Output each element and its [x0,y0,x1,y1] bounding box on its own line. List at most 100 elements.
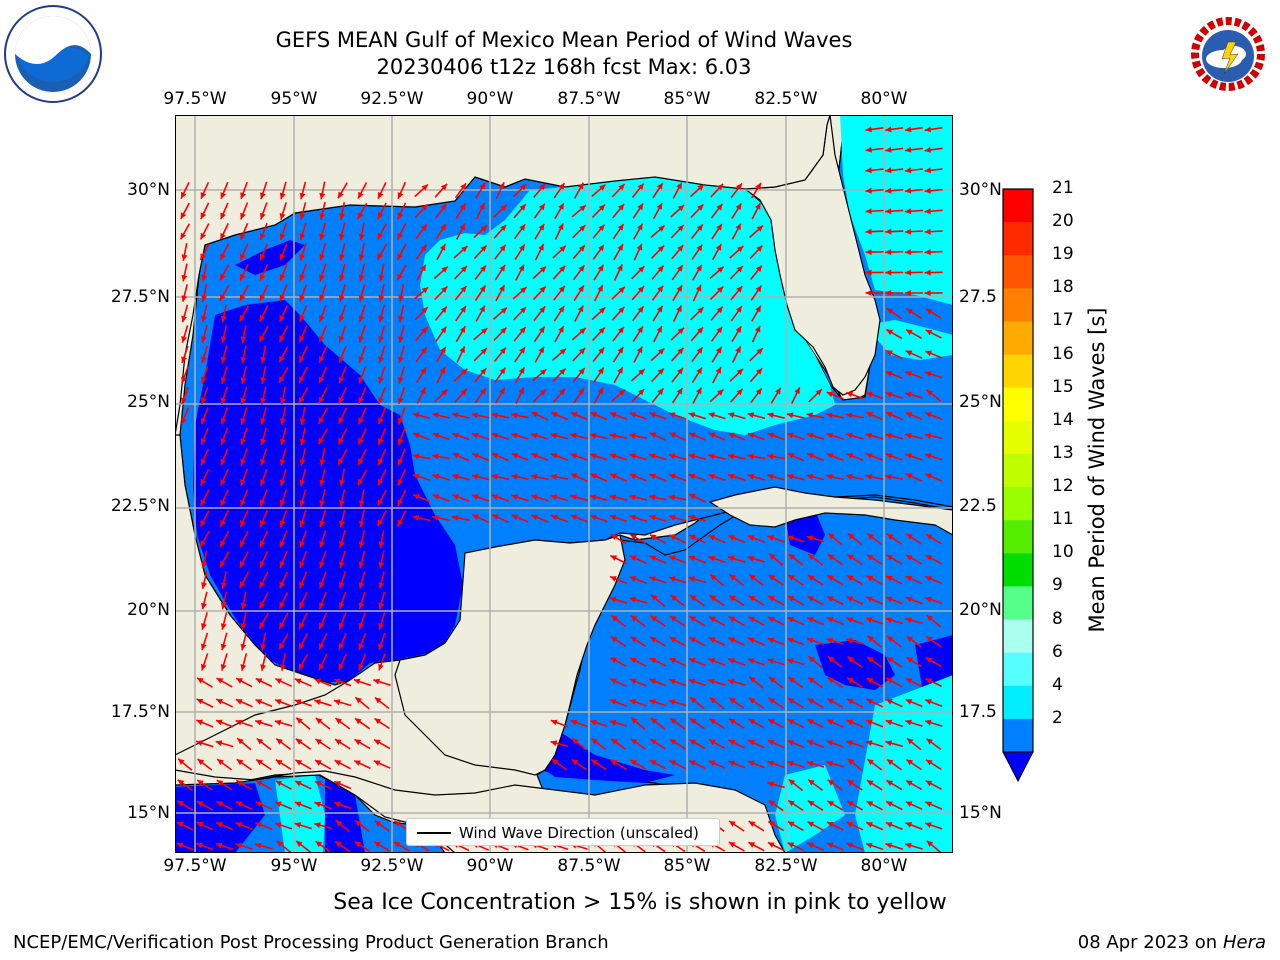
wind-wave-arrowhead [688,576,696,583]
wind-wave-arrowhead [756,368,763,375]
wind-wave-arrowhead [669,658,676,664]
wind-wave-arrowhead [827,822,834,828]
colorbar-tick-label: 17 [1052,310,1074,331]
wind-wave-arrowhead [334,678,341,685]
wind-wave-arrowhead [338,541,345,548]
wind-wave-arrowhead [709,595,717,602]
wind-wave-arrowhead [358,315,365,323]
wind-wave-arrowhead [906,308,913,315]
wind-wave-arrowhead [216,699,223,705]
wind-wave-arrowhead [650,718,658,725]
wind-wave-arrowhead [669,739,677,745]
wind-wave-arrowhead [827,575,834,582]
wind-wave-arrowhead [452,515,459,521]
wind-wave-arrowhead [925,576,932,582]
wind-wave-arrowhead [240,664,247,671]
wind-wave-arrowhead [617,326,624,334]
wind-wave-arrowhead [906,329,913,336]
colorbar-cell [1003,387,1033,422]
wind-wave-arrowhead [807,453,814,459]
wind-wave-arrowhead [826,412,833,419]
wind-wave-arrowhead [906,759,914,766]
wind-wave-arrowhead [358,582,365,589]
wind-wave-arrowhead [769,553,776,560]
wind-wave-arrowhead [827,800,835,807]
wind-wave-arrowhead [181,336,187,343]
wind-wave-arrowhead [177,800,184,807]
wind-wave-arrowhead [905,146,912,153]
wind-wave-arrowhead [200,438,207,445]
wind-wave-arrowhead [717,266,724,273]
wind-wave-arrowhead [617,346,624,354]
graticule [175,115,953,853]
wind-wave-arrowhead [747,658,755,664]
wind-wave-arrowhead [708,678,715,685]
wind-wave-arrowhead [867,533,874,540]
wind-wave-arrowhead [338,417,344,425]
wind-wave-arrowhead [767,658,774,664]
wind-wave-arrowhead [708,555,715,562]
wind-wave-arrowhead [539,286,546,293]
wind-wave-arrowhead [298,396,305,404]
wind-wave-arrowhead [610,636,618,643]
wind-wave-arrowhead [886,554,894,561]
wind-wave-arrowhead [240,602,247,610]
wind-wave-arrowhead [867,656,874,663]
wind-wave-arrowhead [256,738,264,745]
wind-wave-arrowhead [220,356,227,364]
lat-tick-right: 15°N [959,803,1002,823]
wind-wave-arrowhead [511,453,519,459]
wind-wave-arrowhead [885,596,893,603]
wind-wave-arrowhead [649,473,657,480]
wind-wave-arrowhead [826,637,834,644]
wind-wave-arrowhead [609,453,617,459]
wind-wave-arrowhead [735,306,742,313]
wind-wave-arrowhead [373,760,381,766]
lat-tick-right: 20°N [959,600,1002,620]
wind-wave-arrowhead [867,759,874,766]
wind-wave-arrowhead [636,243,643,251]
wind-wave-arrowhead [550,474,557,480]
wind-wave-arrowhead [181,397,187,404]
wind-wave-arrowhead [358,478,364,486]
wind-wave-arrowhead [240,643,247,651]
wind-wave-arrowhead [866,554,874,561]
wind-wave-arrowhead [240,356,247,364]
wind-wave-arrowhead [397,499,404,507]
lat-tick-left: 20°N [127,600,170,620]
wind-wave-arrowhead [806,535,814,542]
wind-wave-arrowhead [220,232,226,240]
wind-wave-arrowhead [886,412,893,418]
wind-wave-arrowhead [480,265,486,272]
wind-wave-arrowhead [669,678,676,685]
wind-wave-arrowhead [748,821,756,827]
wind-wave-arrowhead [279,192,286,200]
lat-tick-left: 25°N [127,392,170,412]
wind-wave-arrowhead [259,314,266,322]
wind-wave-arrowhead [240,233,246,240]
wind-wave-arrowhead [420,347,427,354]
wind-wave-arrowhead [259,560,266,568]
lon-tick-bottom: 85°W [663,856,711,876]
wind-wave-arrowhead [598,307,606,314]
wind-wave-arrowhead [358,356,365,363]
wind-wave-arrowhead [709,718,716,725]
wind-wave-arrowhead [697,204,704,211]
wind-wave-arrowhead [768,698,776,704]
wind-wave-arrowhead [538,223,545,231]
wind-wave-arrowhead [550,740,558,747]
wind-wave-arrowhead [847,677,854,684]
wind-wave-arrowhead [377,499,384,506]
wind-wave-arrowhead [334,781,341,787]
wind-wave-arrowhead [378,458,384,466]
wind-wave-arrowhead [440,203,447,211]
wind-wave-arrowhead [538,244,544,251]
wind-wave-arrowhead [240,438,246,445]
wind-wave-arrowhead [397,458,404,466]
wind-wave-arrowhead [696,367,702,375]
wind-wave-arrowhead [279,335,285,343]
wind-wave-arrowhead [807,575,815,581]
wind-wave-arrowhead [768,595,775,602]
wind-wave-arrowhead [378,582,385,589]
wind-wave-arrowhead [727,678,735,685]
